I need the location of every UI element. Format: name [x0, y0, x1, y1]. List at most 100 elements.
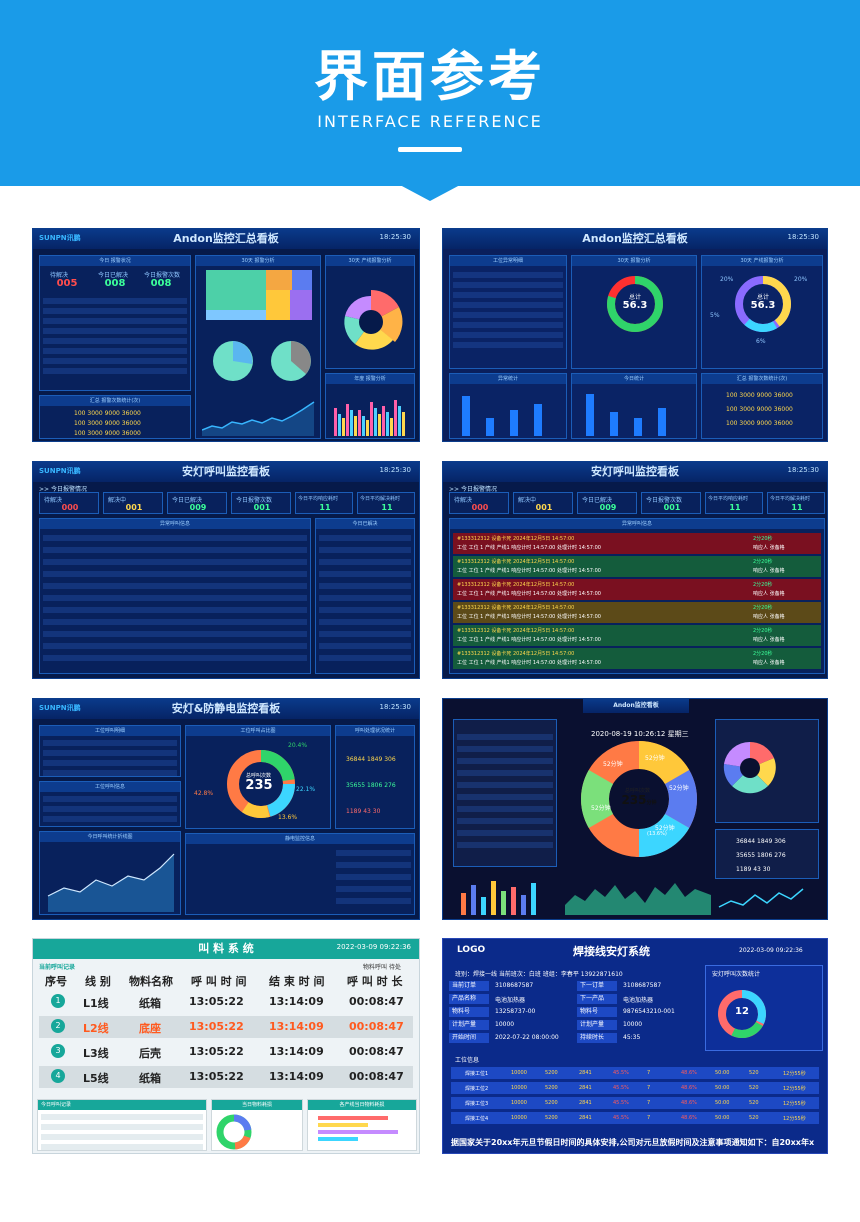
right-pie-box: [715, 719, 819, 823]
station-name: 焊接工位4: [465, 1116, 489, 1122]
call-elapsed: 2分20秒: [753, 651, 773, 657]
station-cell: 48.6%: [681, 1100, 697, 1106]
cell-dur: 00:08:47: [349, 1070, 404, 1083]
station-name: 焊接工位2: [465, 1086, 489, 1092]
station-cell: 48.6%: [681, 1085, 697, 1091]
order-value: 3108687587: [495, 982, 534, 989]
info-line: 班别：焊接一线 当前班次：白班 班组：李春平 13922871610: [455, 971, 623, 978]
table-row: 1 L1线 纸箱 13:05:22 13:14:09 00:08:47: [39, 991, 413, 1013]
slice-value: 52分钟: [655, 825, 675, 832]
notice-ticker: 据国家关于20xx年元旦节假日时间的具体安排,公司对元旦放假时间及注意事项通知如…: [451, 1138, 815, 1147]
cell-end: 13:14:09: [269, 995, 324, 1008]
pct-label: 22.1%: [296, 786, 316, 793]
station-name: 焊接工位1: [465, 1071, 489, 1077]
panel-title: 安灯呼叫监控看板: [443, 462, 827, 482]
station-row: 焊接工位3 10000 5200 2841 45.5% 7 48.6% 50:00 520 12分…: [451, 1097, 819, 1109]
station-cell: 10000: [511, 1115, 527, 1121]
screenshot-andon-summary-1: Andon监控汇总看板 SUNPN讯鹏 18:25:30 今日 报警状况 待解决…: [32, 228, 420, 442]
call-detail: 工位 工位 1 产线 产线1 响应计时 14:57:00 处理计时 14:57:…: [457, 568, 601, 574]
order-label: 当前订单: [449, 981, 489, 991]
call-header: #133312312 设备卡死 2024年12月5日 14:57:00: [457, 628, 575, 634]
call-responder: 响应人 张备格: [753, 614, 785, 620]
box-title: 安灯呼叫次数统计: [712, 971, 761, 978]
table-row: 4 L5线 纸箱 13:05:22 13:14:09 00:08:47: [39, 1066, 413, 1088]
cell-line: L5线: [83, 1072, 109, 1085]
logo: SUNPN讯鹏: [39, 467, 81, 475]
pct-label: 13.6%: [278, 814, 298, 821]
kpi-card: 今日已解决 009: [167, 492, 227, 514]
cell-call: 13:05:22: [189, 1045, 244, 1058]
line-alarm-box: 30天 产线报警分析: [325, 255, 415, 369]
call-elapsed: 2分20秒: [753, 536, 773, 542]
pct-label: 42.8%: [194, 790, 214, 797]
kpi-card: 今日报警次数 001: [641, 492, 701, 514]
cell-call: 13:05:22: [189, 995, 244, 1008]
header-cell: 呼 叫 时 长: [347, 975, 403, 988]
row-number: 4: [51, 1069, 65, 1083]
rose-chart: [344, 290, 403, 350]
station-cell: 5200: [545, 1070, 558, 1076]
call-header: #133312312 设备卡死 2024年12月5日 14:57:00: [457, 605, 575, 611]
trend-line: [202, 401, 315, 436]
exception-stat-box: 异常统计: [449, 373, 567, 439]
donut-value: 235分钟: [621, 793, 657, 807]
call-responder: 响应人 张备格: [753, 637, 785, 643]
logo: SUNPN讯鹏: [39, 234, 81, 242]
screenshot-material-call: 叫 料 系 统 2022-03-09 09:22:36 当前呼叫记录 物料呼叫 …: [32, 938, 420, 1154]
pct-label: 20%: [720, 276, 734, 283]
station-cell: 12分55秒: [783, 1101, 806, 1107]
slice-value: 52分钟: [669, 785, 689, 792]
order-label: 开始时间: [449, 1033, 489, 1043]
section-title: 当前呼叫记录: [39, 964, 76, 971]
station-cell: 50:00: [715, 1070, 730, 1076]
pct-label: 6%: [756, 338, 766, 345]
pct-label: 20%: [794, 276, 808, 283]
order-value: 3108687587: [623, 982, 662, 989]
station-cell: 50:00: [715, 1100, 730, 1106]
box-title: 工位异常明细: [450, 256, 566, 266]
table-row: 3 L3线 后壳 13:05:22 13:14:09 00:08:47: [39, 1041, 413, 1063]
today-stat-box: 今日统计: [571, 373, 697, 439]
logo: SUNPN讯鹏: [39, 704, 81, 712]
donut-chart: [581, 741, 697, 857]
ring-gauge: [607, 276, 663, 332]
screenshot-welding-andon: LOGO 焊接线安灯系统 2022-03-09 09:22:36 班别：焊接一线…: [442, 938, 828, 1154]
stat-values: 36844 1849 306: [346, 756, 396, 763]
bar-chart: [462, 396, 542, 436]
screenshot-andon-esd: 安灯&防静电监控看板 SUNPN讯鹏 18:25:30 工位呼叫明细 工位呼叫信…: [32, 698, 420, 920]
cell-material: 底座: [139, 1022, 161, 1035]
clock: 2022-03-09 09:22:36: [739, 947, 803, 954]
treemap-block: [292, 270, 312, 290]
call-header: #133312312 设备卡死 2024年12月5日 14:57:00: [457, 582, 575, 588]
summary-values: 100 3000 9000 36000: [74, 420, 141, 427]
order-value: 2022-07-22 08:00:00: [495, 1034, 559, 1041]
station-cell: 520: [749, 1085, 759, 1091]
station-cell: 50:00: [715, 1085, 730, 1091]
station-cell: 520: [749, 1070, 759, 1076]
station-cell: 5200: [545, 1085, 558, 1091]
banner-notch: [400, 185, 460, 201]
station-cell: 48.6%: [681, 1115, 697, 1121]
banner-subtitle: INTERFACE REFERENCE: [317, 112, 543, 131]
row-number: 1: [51, 994, 65, 1008]
gauge-label: 总计: [629, 294, 642, 301]
header-cell: 物料名称: [129, 975, 173, 988]
station-cell: 45.5%: [613, 1115, 629, 1121]
order-label: 计划产量: [577, 1020, 617, 1030]
screenshot-andon-call-1: 安灯呼叫监控看板 SUNPN讯鹏 18:25:30 >> 今日报警情况 待解决 0…: [32, 461, 420, 679]
kpi-value: 008: [104, 278, 126, 289]
call-list-box: 异常呼叫信息: [39, 518, 311, 674]
clock: 2022-03-09 09:22:36: [336, 943, 411, 951]
header-cell: 结 束 时 间: [269, 975, 325, 988]
header-cell: 序号: [45, 975, 67, 988]
slice-value: 52分钟: [645, 755, 665, 762]
stat-values: 35655 1806 276: [736, 852, 786, 859]
cell-material: 后壳: [139, 1047, 161, 1060]
area-chart: [565, 883, 711, 915]
treemap-block: [206, 270, 266, 310]
alarm-gauge-box: 30天 报警分析 总计 56.3: [571, 255, 697, 369]
station-cell: 45.5%: [613, 1100, 629, 1106]
bar-chart: [334, 400, 405, 436]
stat-values: 1189 43 30: [346, 808, 381, 815]
kpi-label: 今日已解决: [98, 272, 129, 279]
